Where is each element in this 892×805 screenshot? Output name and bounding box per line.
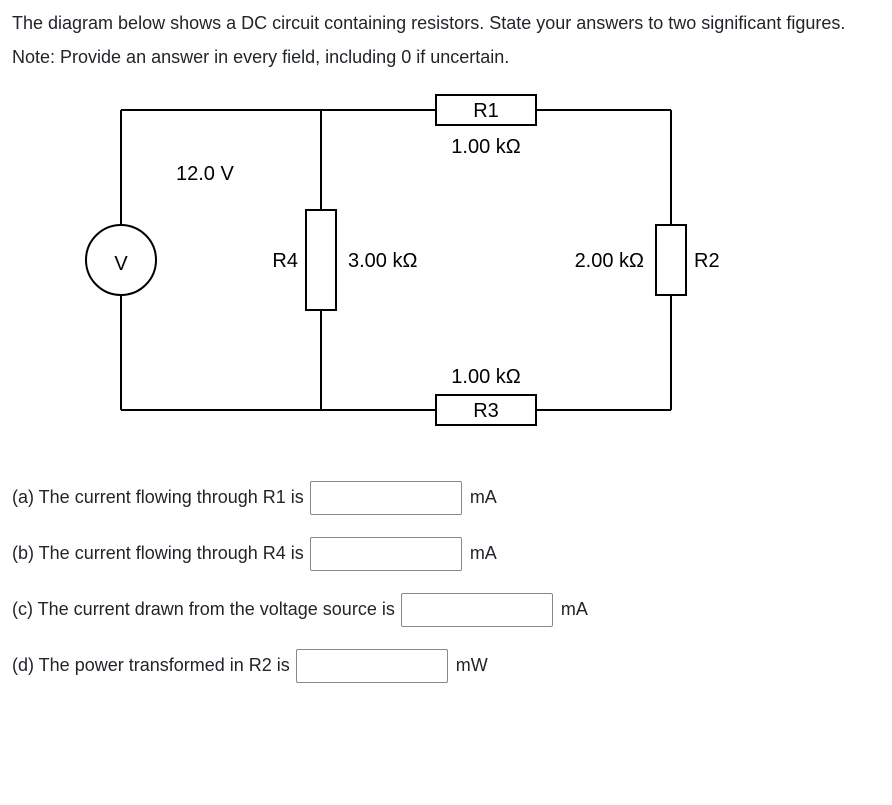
question-b-text: (b) The current flowing through R4 is [12,540,304,568]
question-d-text: (d) The power transformed in R2 is [12,652,290,680]
svg-text:R1: R1 [473,100,499,122]
svg-text:3.00 kΩ: 3.00 kΩ [348,250,417,272]
svg-text:1.00 kΩ: 1.00 kΩ [451,366,520,388]
answer-a-input[interactable] [310,481,462,515]
question-c-text: (c) The current drawn from the voltage s… [12,596,395,624]
unit-c: mA [561,596,588,624]
question-c: (c) The current drawn from the voltage s… [12,593,880,627]
svg-text:R4: R4 [272,250,298,272]
unit-d: mW [456,652,488,680]
svg-text:12.0 V: 12.0 V [176,163,234,185]
question-b: (b) The current flowing through R4 is mA [12,537,880,571]
svg-text:1.00 kΩ: 1.00 kΩ [451,136,520,158]
question-a-text: (a) The current flowing through R1 is [12,484,304,512]
answer-d-input[interactable] [296,649,448,683]
unit-a: mA [470,484,497,512]
answer-b-input[interactable] [310,537,462,571]
intro-text: The diagram below shows a DC circuit con… [12,10,880,38]
svg-text:V: V [114,253,128,275]
note-text: Note: Provide an answer in every field, … [12,44,880,72]
question-d: (d) The power transformed in R2 is mW [12,649,880,683]
svg-text:R3: R3 [473,400,499,422]
unit-b: mA [470,540,497,568]
svg-text:2.00 kΩ: 2.00 kΩ [575,250,644,272]
question-a: (a) The current flowing through R1 is mA [12,481,880,515]
answer-c-input[interactable] [401,593,553,627]
circuit-diagram: V 12.0 V R1 1.00 kΩ R2 2.00 kΩ R3 1.00 kΩ R4 3.00… [66,90,880,459]
svg-text:R2: R2 [694,250,720,272]
